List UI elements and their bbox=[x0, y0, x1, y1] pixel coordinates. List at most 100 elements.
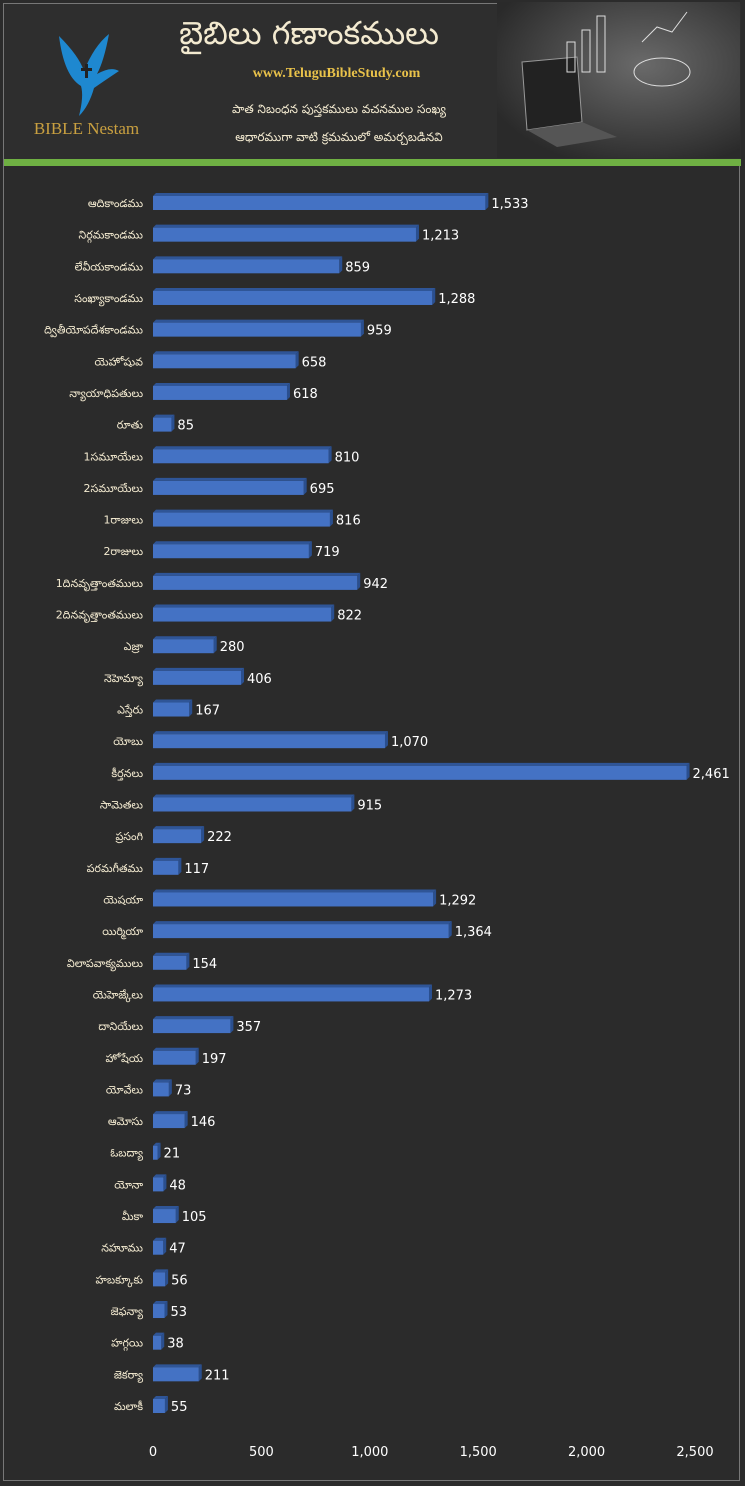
bar-side bbox=[428, 984, 432, 1002]
bar-top bbox=[153, 1047, 199, 1051]
dove-logo-icon bbox=[59, 34, 119, 116]
category-label: ఓబద్యా bbox=[110, 1147, 144, 1162]
category-label: విలాపవాక్యములు bbox=[67, 957, 143, 972]
bar-top bbox=[153, 1174, 167, 1178]
bar-side bbox=[329, 509, 333, 527]
bar-side bbox=[178, 857, 182, 875]
bar-side bbox=[295, 351, 299, 369]
bar-top bbox=[153, 287, 436, 291]
category-label: యెహోషువ bbox=[94, 355, 143, 368]
data-label: 695 bbox=[310, 482, 335, 497]
bar bbox=[153, 1367, 199, 1382]
bar bbox=[153, 417, 172, 432]
website-url[interactable]: www.TeluguBibleStudy.com bbox=[252, 66, 421, 81]
category-label: యెహెజ్కేలు bbox=[93, 988, 143, 1002]
bar bbox=[153, 575, 358, 590]
x-tick-label: 2,500 bbox=[676, 1445, 713, 1460]
bar-side bbox=[161, 1332, 165, 1350]
category-label: న్యాయాధిపతులు bbox=[69, 387, 143, 402]
bar-top bbox=[153, 731, 388, 735]
bar-side bbox=[201, 826, 205, 844]
bar-side bbox=[686, 762, 690, 780]
bar-side bbox=[448, 921, 452, 939]
category-label: నిర్గమకాండము bbox=[79, 229, 144, 244]
frame bbox=[3, 3, 740, 1481]
bar-top bbox=[153, 446, 332, 450]
bar-top bbox=[153, 857, 182, 861]
data-label: 357 bbox=[236, 1020, 261, 1035]
bar bbox=[153, 924, 449, 939]
data-label: 146 bbox=[191, 1115, 216, 1130]
bar-side bbox=[328, 446, 332, 464]
bar bbox=[153, 1145, 158, 1160]
bar bbox=[153, 1399, 165, 1413]
category-label: హబక్కూకు bbox=[96, 1273, 144, 1287]
category-label: యెషయా bbox=[103, 893, 143, 906]
category-label: 1సమూయేలు bbox=[84, 450, 144, 463]
data-label: 47 bbox=[169, 1242, 186, 1257]
bar-side bbox=[168, 1079, 172, 1097]
category-label: 1దినవృత్తాంతములు bbox=[56, 577, 143, 592]
bar-side bbox=[230, 1016, 234, 1034]
bar-side bbox=[184, 1111, 188, 1129]
data-label: 56 bbox=[171, 1273, 188, 1288]
x-tick-label: 2,000 bbox=[568, 1445, 605, 1460]
bar-top bbox=[153, 509, 333, 513]
bar-top bbox=[153, 1206, 179, 1210]
category-label: కీర్తనలు bbox=[111, 767, 143, 781]
bar bbox=[153, 1335, 162, 1350]
category-label: ఆదికాండము bbox=[88, 197, 143, 210]
category-label: మలాకీ bbox=[114, 1400, 143, 1413]
bar bbox=[153, 1272, 166, 1287]
bar-side bbox=[432, 287, 436, 305]
category-label: జెఫన్యా bbox=[111, 1305, 144, 1320]
category-label: యిర్మియా bbox=[102, 925, 143, 940]
bar-side bbox=[339, 256, 343, 274]
bar-side bbox=[308, 541, 312, 559]
bar-side bbox=[165, 1269, 169, 1287]
bar-top bbox=[153, 1332, 165, 1336]
data-label: 942 bbox=[363, 577, 388, 592]
data-label: 48 bbox=[169, 1178, 186, 1193]
bar-top bbox=[153, 604, 335, 608]
bar-top bbox=[153, 1269, 169, 1273]
bar bbox=[153, 1209, 176, 1224]
data-label: 38 bbox=[167, 1337, 184, 1352]
category-label: యోనా bbox=[114, 1178, 143, 1191]
bar-top bbox=[153, 826, 205, 830]
bar bbox=[153, 1050, 196, 1065]
category-label: నహూము bbox=[101, 1242, 143, 1255]
bar-top bbox=[153, 572, 361, 576]
data-label: 167 bbox=[195, 704, 220, 719]
bar-side bbox=[241, 667, 245, 685]
category-label: సామెతలు bbox=[100, 799, 143, 812]
logo-text: BIBLE Nestam bbox=[33, 119, 140, 138]
bar bbox=[153, 892, 434, 907]
bar-side bbox=[171, 414, 175, 432]
bar bbox=[153, 797, 352, 812]
bar-side bbox=[198, 1364, 202, 1382]
bar bbox=[153, 512, 330, 527]
bar-side bbox=[157, 1142, 161, 1160]
bar bbox=[153, 829, 202, 844]
bar bbox=[153, 385, 287, 400]
bar bbox=[153, 1082, 169, 1097]
category-label: లేవీయకాండము bbox=[75, 260, 144, 273]
laptop-icon bbox=[521, 11, 691, 147]
bar-top bbox=[153, 667, 245, 671]
data-label: 1,288 bbox=[438, 292, 475, 307]
bar-top bbox=[153, 1016, 234, 1020]
bar-top bbox=[153, 224, 419, 228]
bar bbox=[153, 860, 179, 875]
category-label: జెకర్యా bbox=[114, 1368, 144, 1383]
bar-side bbox=[433, 889, 437, 907]
bar bbox=[153, 955, 187, 970]
data-label: 1,273 bbox=[435, 988, 472, 1003]
category-label: 1రాజులు bbox=[103, 514, 143, 527]
bar bbox=[153, 987, 429, 1002]
data-label: 117 bbox=[184, 862, 209, 877]
bar-side bbox=[351, 794, 355, 812]
category-label: ఎస్తేరు bbox=[117, 704, 143, 718]
category-label: యోవేలు bbox=[106, 1083, 143, 1096]
